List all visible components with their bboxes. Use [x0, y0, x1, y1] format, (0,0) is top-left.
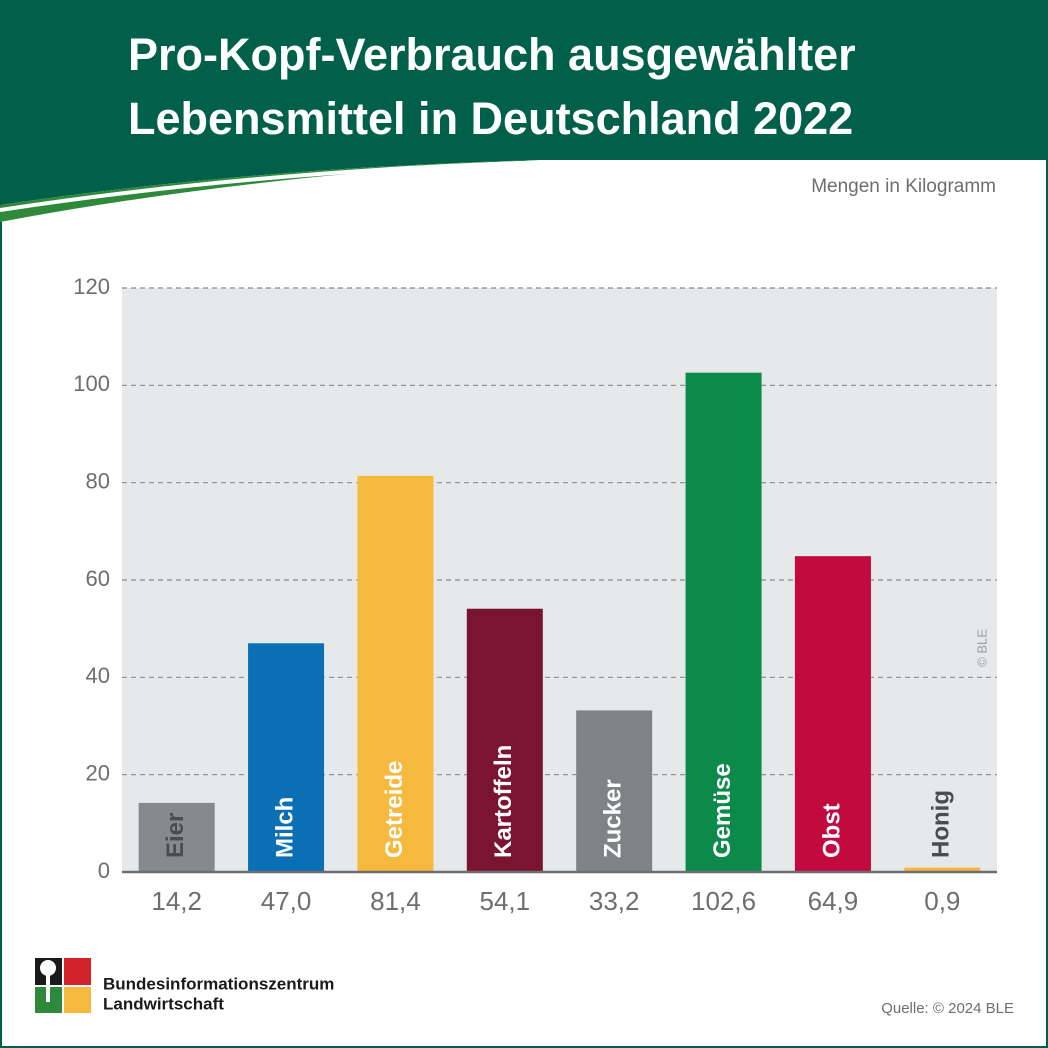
bar	[576, 710, 653, 872]
logo-square	[64, 958, 91, 985]
organization: Bundesinformationszentrum	[103, 974, 334, 993]
header-swoosh-line	[0, 161, 521, 212]
bar	[685, 372, 762, 872]
category-label: Getreide	[381, 761, 408, 858]
bar	[357, 475, 434, 872]
category-label: Kartoffeln	[490, 745, 517, 858]
value-label: 64,9	[808, 886, 859, 916]
header-swoosh	[0, 160, 540, 222]
bar	[248, 643, 325, 872]
logo	[35, 958, 91, 1013]
subtitle: Mengen in Kilogramm	[811, 176, 996, 197]
bar	[794, 556, 871, 872]
category-label: Honig	[928, 790, 955, 858]
y-tick-label: 20	[86, 760, 110, 785]
logo-square	[64, 987, 91, 1013]
category-label: Gemüse	[709, 763, 736, 858]
category-label: Obst	[818, 803, 845, 858]
logo-trunk	[46, 972, 50, 1002]
bar	[466, 608, 543, 872]
value-label: 47,0	[261, 886, 312, 916]
chart-title: Lebensmittel in Deutschland 2022	[128, 93, 853, 144]
header-band	[0, 0, 1048, 205]
value-label: 0,9	[924, 886, 960, 916]
category-label: Zucker	[600, 779, 627, 858]
value-label: 33,2	[589, 886, 640, 916]
y-tick-label: 80	[86, 468, 110, 493]
chart-title: Pro-Kopf-Verbrauch ausgewählter	[128, 29, 856, 80]
bar	[904, 867, 981, 872]
source: Quelle: © 2024 BLE	[881, 1000, 1014, 1017]
value-label: 102,6	[691, 886, 756, 916]
copyright: © BLE	[974, 629, 989, 667]
bar	[138, 802, 215, 872]
y-tick-label: 120	[73, 274, 110, 299]
value-label: 14,2	[151, 886, 202, 916]
organization: Landwirtschaft	[103, 994, 224, 1013]
category-label: Eier	[162, 813, 189, 858]
category-label: Milch	[271, 797, 298, 858]
logo-tree	[40, 960, 56, 976]
y-tick-label: 100	[73, 371, 110, 396]
value-label: 81,4	[370, 886, 421, 916]
value-label: 54,1	[480, 886, 531, 916]
y-tick-label: 0	[98, 858, 110, 883]
y-tick-label: 60	[86, 566, 110, 591]
y-tick-label: 40	[86, 663, 110, 688]
